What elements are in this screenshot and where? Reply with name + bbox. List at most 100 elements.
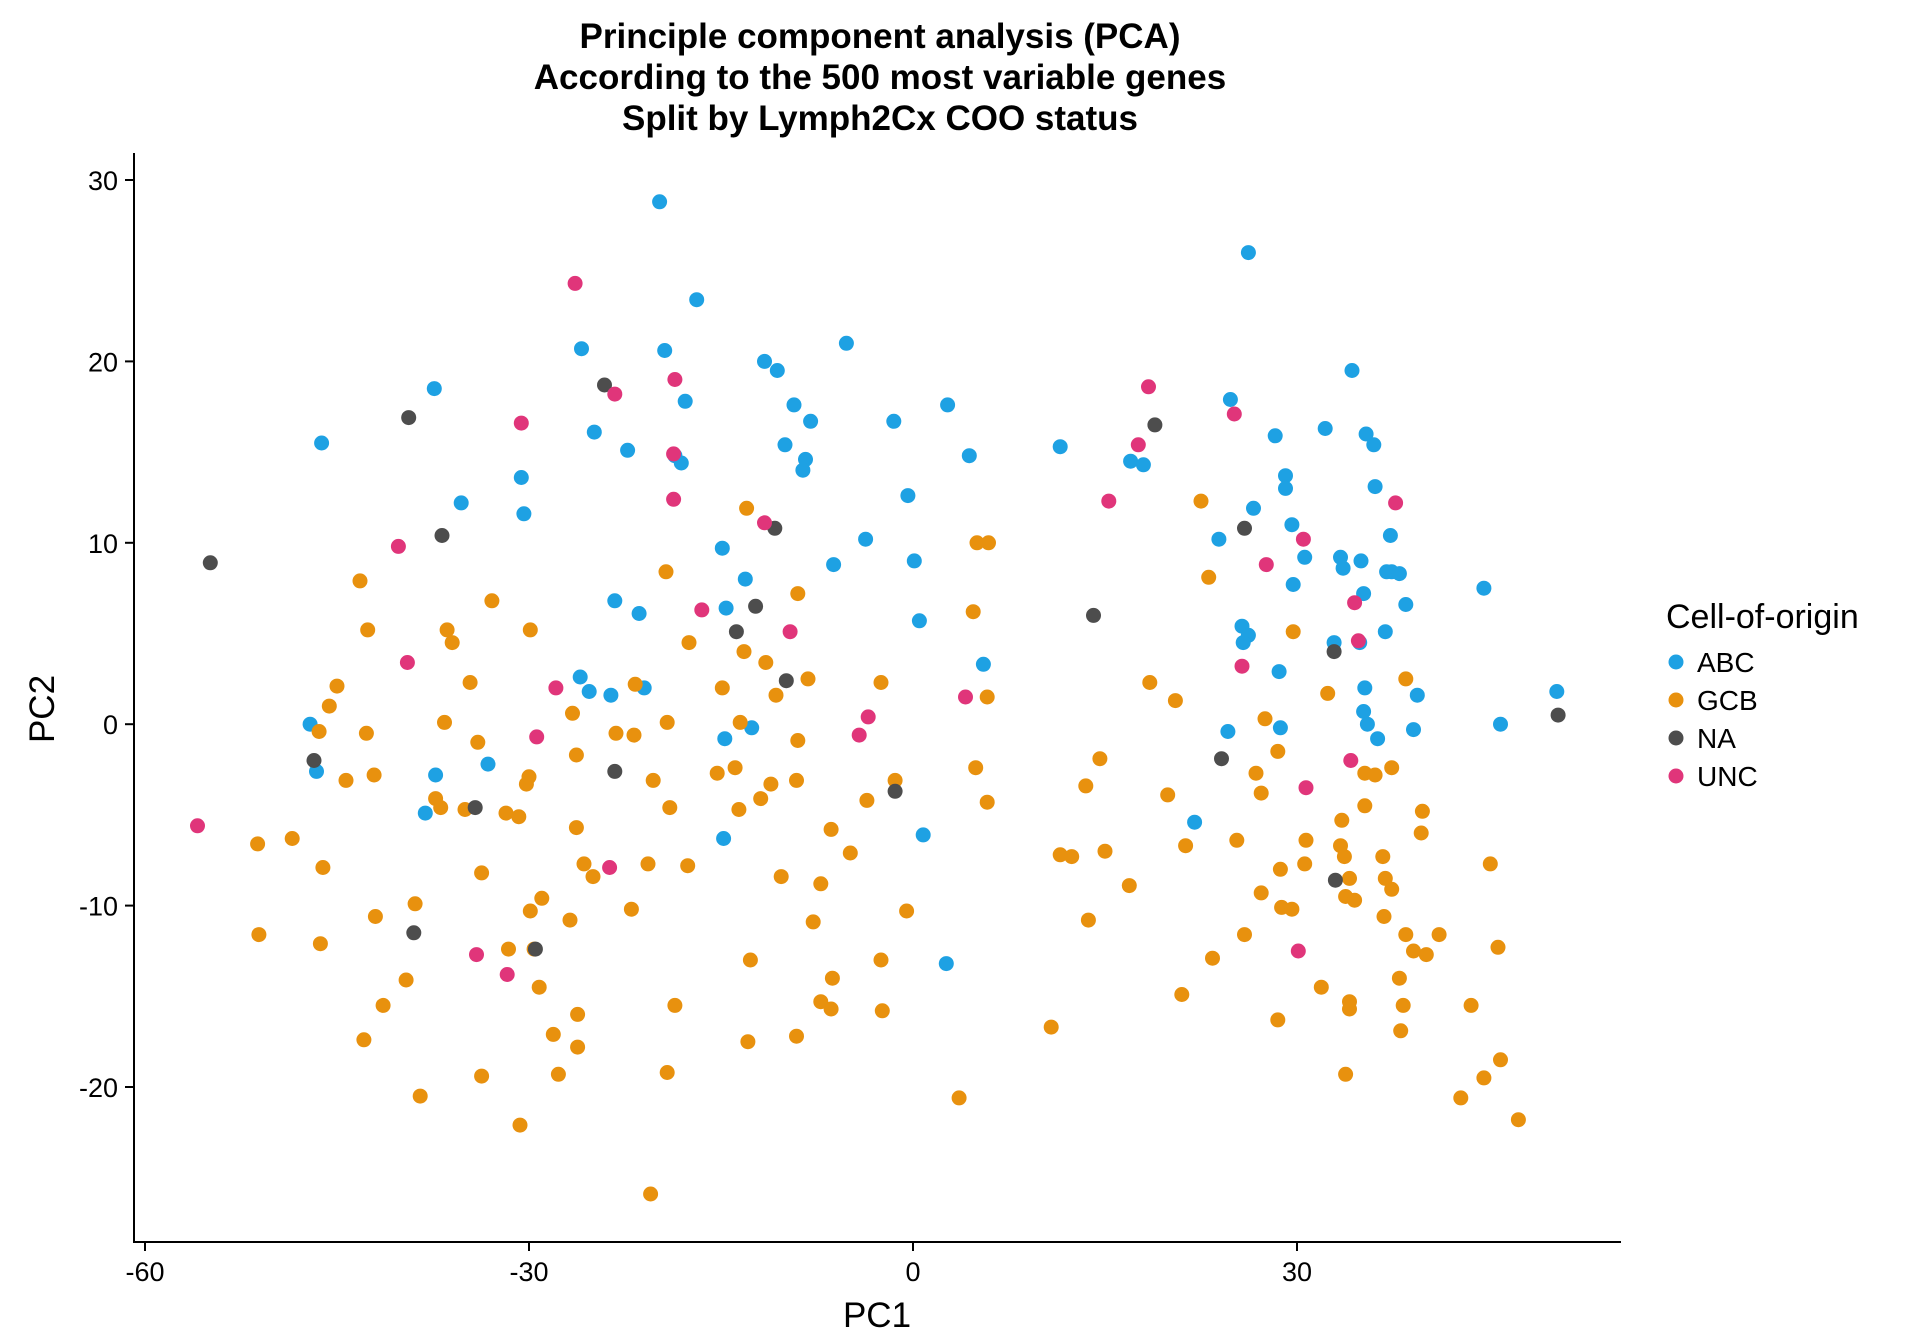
point-gcb xyxy=(1493,1052,1508,1068)
point-gcb xyxy=(681,635,697,651)
point-abc xyxy=(786,397,802,413)
point-gcb xyxy=(1272,861,1288,877)
point-gcb xyxy=(1398,927,1414,943)
point-gcb xyxy=(562,912,578,928)
point-gcb xyxy=(887,772,903,788)
point-gcb xyxy=(800,671,816,687)
point-gcb xyxy=(565,705,580,721)
point-abc xyxy=(717,731,733,747)
point-abc xyxy=(795,462,811,478)
point-abc xyxy=(1493,716,1508,732)
point-gcb xyxy=(623,901,639,917)
point-gcb xyxy=(521,769,537,785)
point-abc xyxy=(603,687,619,703)
point-abc xyxy=(581,684,597,699)
point-unc xyxy=(607,386,623,402)
x-tick-label: 0 xyxy=(905,1257,920,1287)
point-abc xyxy=(858,531,874,547)
point-na xyxy=(1214,751,1229,767)
point-gcb xyxy=(250,836,266,852)
y-axis-title: PC2 xyxy=(23,675,62,743)
point-abc xyxy=(1222,392,1238,407)
point-abc xyxy=(1335,560,1351,576)
point-unc xyxy=(1234,658,1250,674)
point-gcb xyxy=(1043,1019,1059,1035)
point-gcb xyxy=(790,733,806,748)
point-abc xyxy=(1370,731,1386,747)
point-gcb xyxy=(531,979,547,995)
point-gcb xyxy=(805,914,821,930)
point-abc xyxy=(426,381,442,397)
point-abc xyxy=(513,470,529,485)
point-gcb xyxy=(1237,927,1252,943)
point-unc xyxy=(548,680,564,696)
point-gcb xyxy=(658,564,674,580)
point-gcb xyxy=(813,876,829,892)
point-gcb xyxy=(1174,987,1190,1002)
point-gcb xyxy=(1320,685,1336,701)
point-abc xyxy=(480,756,496,772)
point-gcb xyxy=(790,586,806,602)
point-abc xyxy=(886,413,902,429)
legend: Cell-of-origin ABC GCB NA UNC xyxy=(1666,598,1859,792)
point-gcb xyxy=(643,1186,659,1202)
point-unc xyxy=(667,372,683,387)
x-tick-label: 30 xyxy=(1282,1257,1312,1287)
chart-title: Principle component analysis (PCA) Accor… xyxy=(534,17,1226,138)
point-abc xyxy=(777,437,793,453)
point-gcb xyxy=(714,680,730,696)
point-gcb xyxy=(1229,832,1245,848)
point-gcb xyxy=(1160,787,1176,803)
point-na xyxy=(202,555,218,571)
point-gcb xyxy=(1297,856,1313,872)
point-gcb xyxy=(570,1006,586,1022)
point-gcb xyxy=(1391,970,1407,986)
point-gcb xyxy=(739,500,755,516)
point-gcb xyxy=(251,927,267,943)
point-abc xyxy=(1267,428,1283,444)
point-abc xyxy=(1549,684,1565,699)
point-abc xyxy=(1278,468,1293,484)
point-na xyxy=(401,410,417,426)
point-gcb xyxy=(1482,856,1498,872)
point-gcb xyxy=(979,689,995,705)
point-gcb xyxy=(1406,943,1421,959)
point-abc xyxy=(975,656,991,672)
point-gcb xyxy=(439,622,455,638)
point-na xyxy=(406,925,422,941)
y-axis-ticks: 30 20 10 0 -10 -20 xyxy=(79,166,134,1103)
point-gcb xyxy=(356,1032,372,1048)
point-unc xyxy=(513,415,529,431)
point-gcb xyxy=(1142,675,1158,690)
point-unc xyxy=(567,275,583,291)
point-gcb xyxy=(859,792,875,808)
point-abc xyxy=(940,397,956,413)
point-gcb xyxy=(823,1001,839,1017)
point-na xyxy=(1550,707,1566,723)
point-unc xyxy=(1388,495,1404,511)
point-gcb xyxy=(773,869,789,885)
y-tick-label: 0 xyxy=(103,710,118,740)
point-na xyxy=(467,800,483,816)
point-abc xyxy=(1356,704,1372,719)
point-gcb xyxy=(412,1088,428,1104)
point-unc xyxy=(1298,780,1314,796)
point-abc xyxy=(586,424,602,440)
point-gcb xyxy=(640,856,656,872)
point-gcb xyxy=(1205,950,1220,966)
point-unc xyxy=(1350,633,1366,649)
point-gcb xyxy=(740,1034,756,1050)
point-gcb xyxy=(1270,1012,1286,1028)
point-gcb xyxy=(763,776,779,792)
point-abc xyxy=(607,593,623,609)
point-gcb xyxy=(568,820,584,836)
point-gcb xyxy=(667,997,683,1013)
point-gcb xyxy=(1413,825,1429,841)
point-abc xyxy=(1317,421,1333,436)
point-gcb xyxy=(511,809,527,825)
point-abc xyxy=(1246,500,1261,516)
point-abc xyxy=(906,553,922,569)
point-na xyxy=(748,598,764,614)
point-gcb xyxy=(1193,493,1209,509)
point-gcb xyxy=(965,604,981,620)
